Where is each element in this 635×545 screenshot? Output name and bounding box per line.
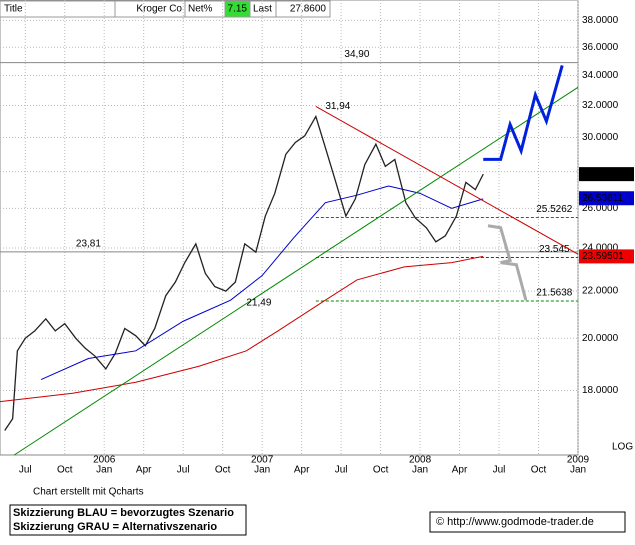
header-cell xyxy=(275,0,331,18)
x-tick-label: Jul xyxy=(177,465,190,476)
annotation: 21,49 xyxy=(246,297,271,308)
legend-text: Skizzierung BLAU = bevorzugtes Szenario xyxy=(13,507,234,519)
annotation: 31,94 xyxy=(325,101,350,112)
year-label: 2008 xyxy=(409,455,432,466)
header-name: Kroger Co xyxy=(136,4,182,15)
series-line xyxy=(13,86,579,456)
y-tick-label: 30.0000 xyxy=(582,132,619,143)
header-title: Title xyxy=(4,4,23,15)
price-tag-label: 26.53611 xyxy=(582,193,623,204)
x-tick-label: Jul xyxy=(19,465,32,476)
level-label: 25.5262 xyxy=(536,204,573,215)
x-tick-label: Apr xyxy=(452,465,468,476)
y-tick-label: 36.0000 xyxy=(582,42,619,53)
header-last: 27.8600 xyxy=(290,4,327,15)
price-tag xyxy=(579,191,634,206)
x-tick-label: Jan xyxy=(254,465,270,476)
x-tick-label: Apr xyxy=(294,465,310,476)
y-tick-label: 24.0000 xyxy=(582,243,619,254)
year-label: 2007 xyxy=(251,455,274,466)
level-label: 21.5638 xyxy=(536,288,573,299)
series-line xyxy=(315,106,579,255)
credit: Chart erstellt mit Qcharts xyxy=(33,487,144,498)
y-tick-label: 26.0000 xyxy=(582,203,619,214)
copyright: © http://www.godmode-trader.de xyxy=(436,516,594,528)
axis-note: LOG xyxy=(612,442,633,453)
header: Title Kroger Co Net% 7.15 Last 27.8600 xyxy=(0,0,331,18)
level-label: 34,90 xyxy=(344,49,369,60)
x-tick-label: Oct xyxy=(57,465,73,476)
x-tick-label: Oct xyxy=(373,465,389,476)
x-tick-label: Jul xyxy=(335,465,348,476)
x-tick-label: Jan xyxy=(412,465,428,476)
series-line xyxy=(0,255,484,403)
x-tick-label: Jan xyxy=(570,465,586,476)
series-line xyxy=(4,114,484,431)
x-tick-label: Oct xyxy=(531,465,547,476)
y-tick-label: 20.0000 xyxy=(582,333,619,344)
x-tick-label: Jan xyxy=(96,465,112,476)
series-line xyxy=(40,185,484,381)
year-label: 2009 xyxy=(567,455,590,466)
x-tick-label: Oct xyxy=(215,465,231,476)
price-tag-label: 27.8600 xyxy=(582,169,619,180)
level-label: 23.545 xyxy=(539,244,570,255)
price-tag xyxy=(579,249,634,264)
y-tick-label: 34.0000 xyxy=(582,70,619,81)
year-label: 2006 xyxy=(93,455,116,466)
y-tick-label: 18.0000 xyxy=(582,385,619,396)
legend-box xyxy=(9,504,247,536)
y-tick-label: 38.0000 xyxy=(582,15,619,26)
y-tick-label: 22.0000 xyxy=(582,286,619,297)
series-line xyxy=(487,224,528,301)
legend-text: Skizzierung GRAU = Alternativszenario xyxy=(13,521,217,533)
x-tick-label: Jul xyxy=(493,465,506,476)
header-net: 7.15 xyxy=(228,4,248,15)
x-tick-label: Apr xyxy=(136,465,152,476)
copyright-box xyxy=(429,511,626,533)
price-tag xyxy=(579,167,634,182)
series-line xyxy=(483,65,564,161)
price-tag-label: 23.59501 xyxy=(582,251,624,262)
header-net-label: Net% xyxy=(188,4,213,15)
level-label: 23,81 xyxy=(76,239,101,250)
y-tick-label: 32.0000 xyxy=(582,100,619,111)
